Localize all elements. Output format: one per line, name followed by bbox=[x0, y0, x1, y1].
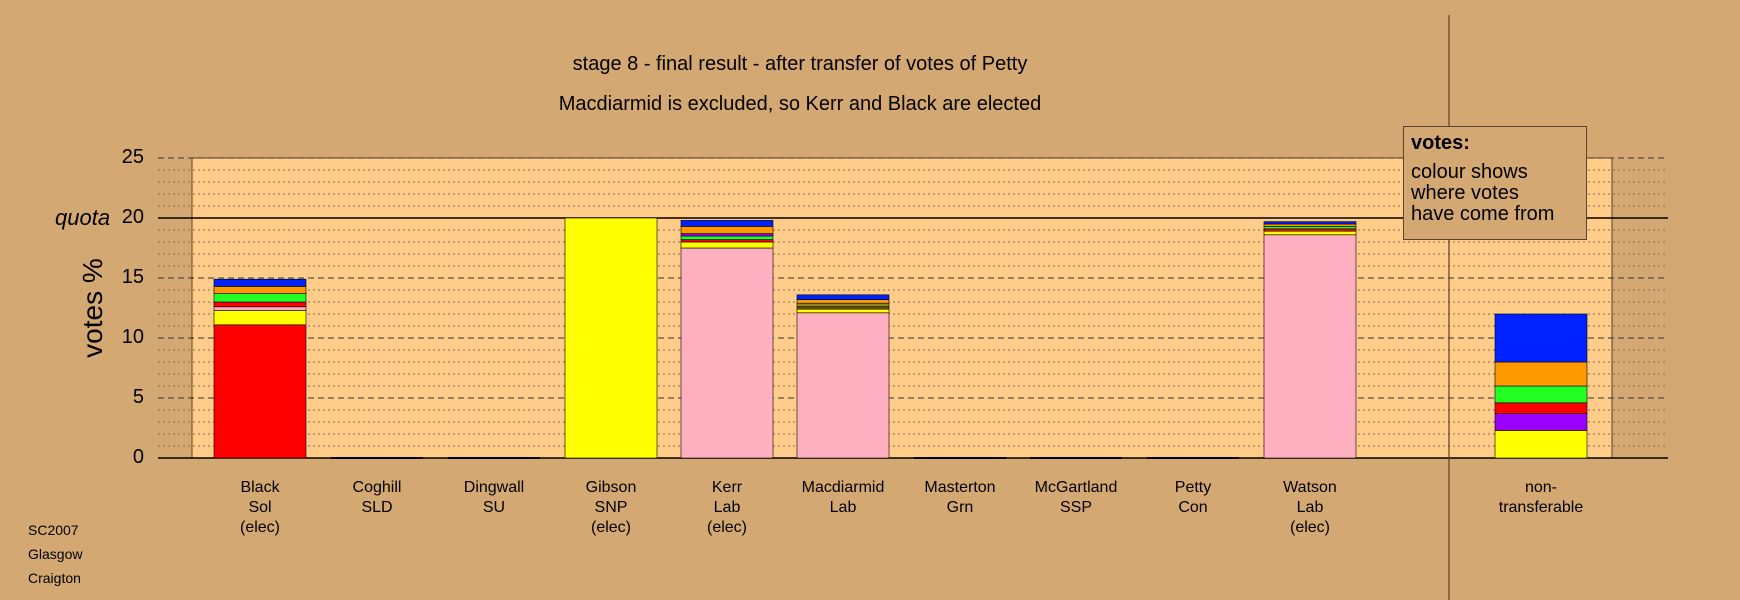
x-tick-label: Petty Con bbox=[1174, 479, 1212, 516]
x-tick-label: Gibson SNP (elec) bbox=[585, 479, 637, 536]
bar-segment bbox=[1263, 226, 1357, 230]
bar-segment bbox=[1494, 385, 1588, 404]
legend-title: votes: bbox=[1411, 132, 1470, 154]
bar-segment bbox=[680, 247, 774, 459]
x-tick-label: non-transferable bbox=[1498, 479, 1584, 516]
legend-box: votes: colour shows where votes have com… bbox=[1403, 126, 1587, 240]
x-tick-label: Black Sol (elec) bbox=[239, 479, 280, 536]
x-tick-label: Watson Lab (elec) bbox=[1283, 479, 1337, 536]
x-tick-label: Masterton Grn bbox=[924, 479, 996, 516]
x-tick-label: Kerr Lab (elec) bbox=[706, 479, 747, 536]
quota-label: quota bbox=[55, 205, 111, 230]
bar-segment bbox=[680, 241, 774, 249]
legend-line: have come from bbox=[1411, 203, 1555, 225]
bar-segment bbox=[796, 306, 890, 310]
bar-segment bbox=[1263, 221, 1357, 225]
bar-segment bbox=[796, 302, 890, 308]
bar-segment bbox=[213, 278, 307, 287]
footer-election: SC2007 bbox=[28, 522, 79, 538]
bar-segment bbox=[1494, 402, 1588, 414]
x-tick-label: McGartland SSP bbox=[1034, 479, 1118, 516]
x-tick-label: Macdiarmid Lab bbox=[801, 479, 885, 516]
bar-segment bbox=[680, 233, 774, 237]
legend-line: colour shows bbox=[1411, 161, 1528, 183]
y-tick-label: 0 bbox=[132, 446, 144, 468]
bar-segment bbox=[1494, 430, 1588, 459]
bar-segment bbox=[796, 299, 890, 304]
y-tick-label: 20 bbox=[121, 206, 144, 228]
bar-segment bbox=[1263, 228, 1357, 232]
chart-title: stage 8 - final result - after transfer … bbox=[572, 53, 1028, 75]
chart-subtitle: Macdiarmid is excluded, so Kerr and Blac… bbox=[558, 93, 1042, 115]
bar-segment bbox=[1494, 361, 1588, 387]
y-tick-label: 15 bbox=[121, 266, 144, 288]
bar-segment bbox=[680, 239, 774, 243]
bar-segment bbox=[680, 226, 774, 234]
bar-segment bbox=[1263, 223, 1357, 227]
bar-segment bbox=[1494, 413, 1588, 431]
bar-segment bbox=[213, 286, 307, 294]
y-tick-label: 10 bbox=[121, 326, 144, 348]
legend-line: where votes bbox=[1411, 182, 1519, 204]
bar-segment bbox=[1263, 234, 1357, 459]
bar-segment bbox=[680, 235, 774, 240]
bar-segment bbox=[796, 312, 890, 459]
x-tick-label: Coghill SLD bbox=[352, 479, 402, 516]
bar-segment bbox=[1494, 313, 1588, 363]
bar-segment bbox=[213, 301, 307, 308]
plot-area bbox=[191, 157, 1613, 459]
bar-segment bbox=[796, 308, 890, 314]
y-tick-label: 5 bbox=[132, 386, 144, 408]
bar-segment bbox=[680, 220, 774, 227]
bar-segment bbox=[213, 324, 307, 459]
footer-ward: Craigton bbox=[28, 570, 81, 586]
y-tick-label: 25 bbox=[121, 146, 144, 168]
bar-segment bbox=[213, 293, 307, 303]
bar-segment bbox=[213, 306, 307, 311]
bar-segment bbox=[796, 294, 890, 300]
bar-segment bbox=[213, 310, 307, 326]
bar-segment bbox=[1263, 230, 1357, 236]
bar-segment bbox=[564, 217, 658, 459]
footer-council: Glasgow bbox=[28, 546, 83, 562]
x-tick-label: Dingwall SU bbox=[463, 479, 525, 516]
